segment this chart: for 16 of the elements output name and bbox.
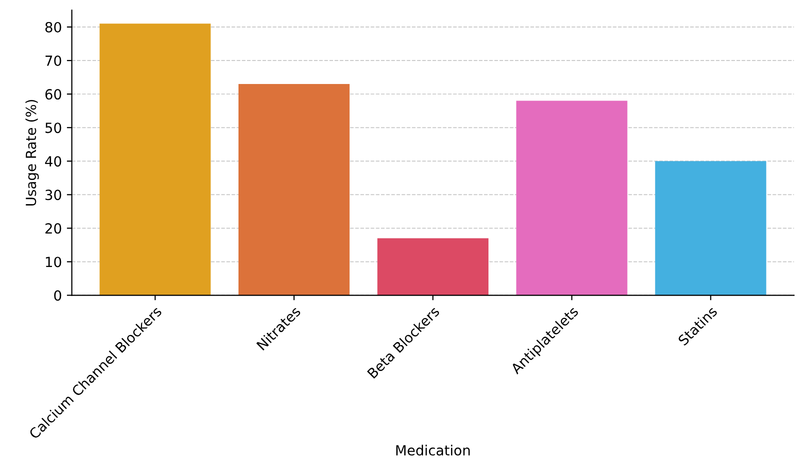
bar: [377, 238, 488, 296]
bar: [100, 24, 211, 296]
y-tick-label: 50: [45, 122, 62, 134]
bar: [516, 100, 628, 296]
bar: [655, 161, 766, 296]
y-tick-label: 40: [45, 156, 62, 167]
y-tick-label: 20: [45, 223, 62, 234]
y-axis-title: Usage Rate (%): [25, 100, 39, 206]
y-tick-label: 0: [54, 290, 62, 301]
y-tick-label: 30: [45, 190, 62, 200]
y-tick-label: 70: [46, 56, 62, 66]
y-tick-label: 80: [45, 22, 62, 32]
y-tick-label: 10: [46, 256, 62, 268]
x-axis-title: Medication: [396, 444, 470, 456]
bar: [238, 84, 350, 296]
y-tick-label: 60: [45, 89, 62, 100]
